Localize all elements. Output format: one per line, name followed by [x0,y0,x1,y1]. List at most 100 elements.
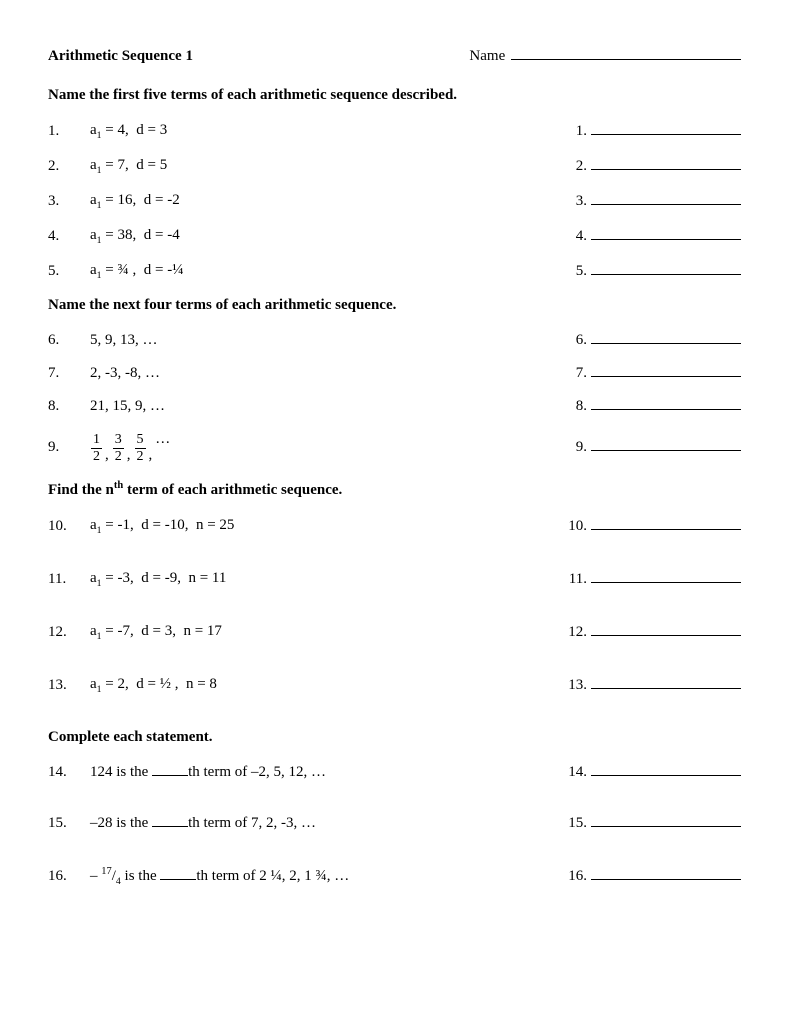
problem-row: 14.124 is the th term of –2, 5, 12, …14. [48,764,741,781]
answer-slot: 9. [576,439,741,456]
problem-number-left: 1. [48,123,90,140]
answer-slot: 16. [568,868,741,885]
problem-row: 3.a1 = 16, d = -23. [48,192,741,211]
problem-row: 5.a1 = ¾ , d = -¼5. [48,262,741,281]
problem-text: a1 = -1, d = -10, n = 25 [90,517,568,536]
problem-number-left: 5. [48,263,90,280]
problem-row: 10.a1 = -1, d = -10, n = 2510. [48,517,741,536]
problem-text: 5, 9, 13, … [90,332,576,349]
section-heading: Name the next four terms of each arithme… [48,297,741,314]
problem-row: 15.–28 is the th term of 7, 2, -3, …15. [48,815,741,832]
problem-number-right: 1. [576,123,587,139]
problem-text: – 17/4 is the th term of 2 ¼, 2, 1 ¾, … [90,866,568,887]
problem-number-left: 7. [48,365,90,382]
problem-text: a1 = 4, d = 3 [90,122,576,141]
problem-row: 7.2, -3, -8, …7. [48,365,741,382]
answer-slot: 5. [576,263,741,280]
problem-number-right: 10. [568,518,587,534]
answer-slot: 11. [569,571,741,588]
answer-blank[interactable] [591,169,741,170]
answer-blank[interactable] [591,409,741,410]
problem-text: 21, 15, 9, … [90,398,576,415]
answer-slot: 1. [576,123,741,140]
problem-text: –28 is the th term of 7, 2, -3, … [90,815,568,832]
problem-number-left: 6. [48,332,90,349]
answer-slot: 14. [568,764,741,781]
answer-blank[interactable] [591,529,741,530]
problem-text: a1 = 7, d = 5 [90,157,576,176]
problem-number-right: 2. [576,158,587,174]
answer-blank[interactable] [591,134,741,135]
problem-number-right: 7. [576,365,587,381]
problem-row: 9.12,32,52,…9. [48,431,741,464]
problem-number-left: 13. [48,677,90,694]
problem-row: 13.a1 = 2, d = ½ , n = 813. [48,676,741,695]
name-field: Name [469,48,741,65]
problem-number-left: 2. [48,158,90,175]
answer-slot: 4. [576,228,741,245]
answer-blank[interactable] [591,635,741,636]
answer-slot: 3. [576,193,741,210]
section-heading: Name the first five terms of each arithm… [48,87,741,104]
answer-blank[interactable] [591,826,741,827]
name-blank[interactable] [511,59,741,60]
problem-text: a1 = 2, d = ½ , n = 8 [90,676,568,695]
problem-text: 2, -3, -8, … [90,365,576,382]
answer-slot: 7. [576,365,741,382]
problem-text: a1 = ¾ , d = -¼ [90,262,576,281]
answer-slot: 2. [576,158,741,175]
answer-slot: 13. [568,677,741,694]
problem-number-right: 5. [576,263,587,279]
section-heading: Find the nth term of each arithmetic seq… [48,480,741,499]
problem-number-right: 6. [576,332,587,348]
problem-text: a1 = -3, d = -9, n = 11 [90,570,569,589]
problem-row: 11.a1 = -3, d = -9, n = 1111. [48,570,741,589]
header-row: Arithmetic Sequence 1 Name [48,48,741,65]
answer-blank[interactable] [591,239,741,240]
problem-text: a1 = -7, d = 3, n = 17 [90,623,568,642]
problem-number-right: 8. [576,398,587,414]
section-heading: Complete each statement. [48,729,741,746]
answer-slot: 12. [568,624,741,641]
answer-slot: 10. [568,518,741,535]
answer-blank[interactable] [591,775,741,776]
problem-row: 4.a1 = 38, d = -44. [48,227,741,246]
problem-row: 1.a1 = 4, d = 31. [48,122,741,141]
problem-number-right: 12. [568,624,587,640]
problem-number-left: 10. [48,518,90,535]
problem-number-left: 11. [48,571,90,588]
problem-row: 8.21, 15, 9, …8. [48,398,741,415]
problem-number-left: 9. [48,439,90,456]
problem-row: 12.a1 = -7, d = 3, n = 1712. [48,623,741,642]
problem-number-left: 4. [48,228,90,245]
problem-text: 12,32,52,… [90,431,576,464]
problem-text: 124 is the th term of –2, 5, 12, … [90,764,568,781]
problem-number-right: 13. [568,677,587,693]
answer-blank[interactable] [591,688,741,689]
answer-blank[interactable] [591,343,741,344]
answer-blank[interactable] [591,204,741,205]
problem-row: 2.a1 = 7, d = 52. [48,157,741,176]
problem-number-left: 14. [48,764,90,781]
worksheet-title: Arithmetic Sequence 1 [48,48,193,65]
problem-number-left: 12. [48,624,90,641]
answer-blank[interactable] [591,376,741,377]
problem-number-right: 4. [576,228,587,244]
problem-row: 6.5, 9, 13, …6. [48,332,741,349]
sections-container: Name the first five terms of each arithm… [48,87,741,887]
answer-blank[interactable] [591,450,741,451]
answer-slot: 6. [576,332,741,349]
problem-number-left: 16. [48,868,90,885]
problem-number-right: 14. [568,764,587,780]
problem-number-left: 8. [48,398,90,415]
answer-blank[interactable] [591,879,741,880]
problem-number-right: 16. [568,868,587,884]
problem-number-left: 3. [48,193,90,210]
problem-text: a1 = 38, d = -4 [90,227,576,246]
problem-number-right: 15. [568,815,587,831]
answer-blank[interactable] [591,582,741,583]
answer-blank[interactable] [591,274,741,275]
problem-number-right: 9. [576,439,587,455]
problem-number-left: 15. [48,815,90,832]
problem-number-right: 3. [576,193,587,209]
